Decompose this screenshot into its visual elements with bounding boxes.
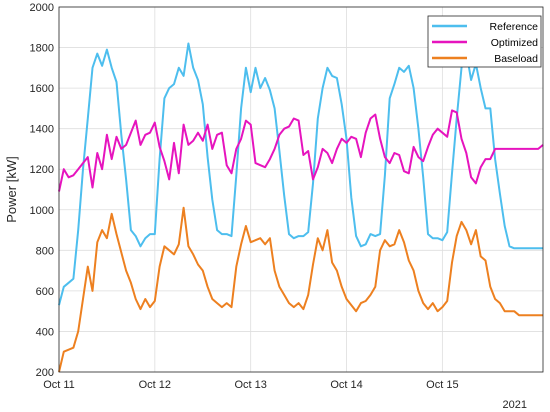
legend-label-optimized: Optimized xyxy=(491,37,538,49)
x-axis-ticks: Oct 11 Oct 12 Oct 13 Oct 14 Oct 15 xyxy=(43,379,458,391)
x-tick-label: Oct 15 xyxy=(426,379,458,391)
y-tick-label: 400 xyxy=(36,326,54,338)
y-tick-label: 200 xyxy=(36,367,54,379)
x-tick-label: Oct 14 xyxy=(330,379,362,391)
y-tick-label: 1000 xyxy=(30,205,54,217)
y-tick-label: 1600 xyxy=(30,83,54,95)
x-tick-label: Oct 11 xyxy=(43,379,75,391)
legend: Reference Optimized Baseload xyxy=(427,15,542,68)
series-line-optimized xyxy=(58,109,544,192)
y-tick-label: 2000 xyxy=(30,2,54,14)
y-axis-ticks: 200 400 600 800 1000 1200 1400 1600 1800 2000 xyxy=(30,2,54,379)
y-tick-label: 1200 xyxy=(30,164,54,176)
plot-frame xyxy=(58,6,544,373)
x-axis-year-label: 2021 xyxy=(503,399,527,411)
y-tick-label: 800 xyxy=(36,245,54,257)
y-tick-label: 1800 xyxy=(30,43,54,55)
x-tick-label: Oct 13 xyxy=(234,379,266,391)
y-tick-label: 600 xyxy=(36,286,54,298)
legend-label-reference: Reference xyxy=(490,21,539,33)
x-tick-label: Oct 12 xyxy=(139,379,171,391)
legend-label-baseload: Baseload xyxy=(494,53,538,65)
y-axis-label: Power [kW] xyxy=(4,156,19,222)
series-line-baseload xyxy=(58,206,543,373)
y-tick-label: 1400 xyxy=(30,124,54,136)
